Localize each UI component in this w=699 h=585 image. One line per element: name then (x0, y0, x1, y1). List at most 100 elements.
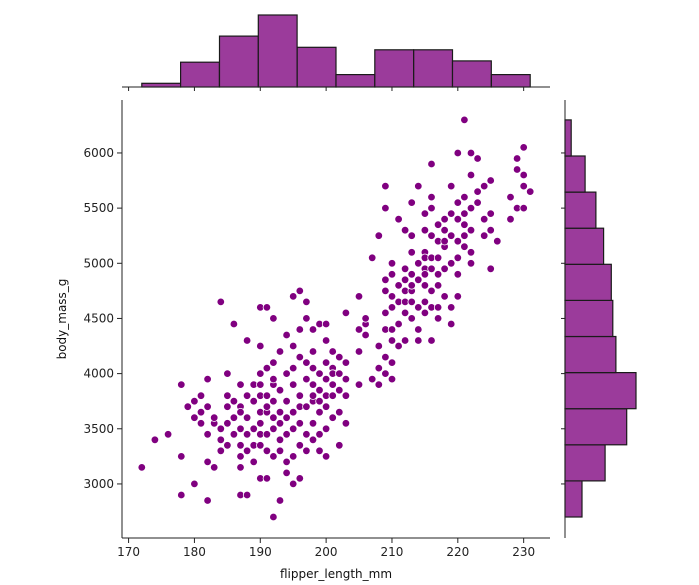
scatter-point (223, 402, 232, 411)
scatter-point (308, 380, 318, 389)
y-histogram-bar (564, 299, 614, 338)
scatter-point (295, 391, 304, 400)
scatter-point (242, 391, 252, 400)
scatter-point (361, 314, 370, 323)
scatter-point (460, 115, 469, 125)
marginal-x-histogram (122, 14, 550, 91)
scatter-point (302, 358, 311, 367)
x-histogram-bar (218, 35, 259, 88)
scatter-point (289, 380, 298, 389)
scatter-point (302, 402, 311, 411)
scatter-point (394, 341, 403, 351)
scatter-point (256, 341, 265, 351)
y-tick-label: 5500 (83, 201, 114, 215)
scatter-point (433, 220, 443, 229)
scatter-point (480, 231, 489, 240)
scatter-point (289, 452, 298, 461)
y-tick-label: 6000 (83, 146, 114, 160)
x-histogram-bars (141, 14, 531, 88)
joint-axes: 170 180 190 200 210 220 230 3000 3500 4000 4500 50… (55, 100, 550, 581)
scatter-point (427, 159, 436, 169)
y-histogram-bar (564, 408, 628, 446)
scatter-point (183, 402, 192, 411)
scatter-point (480, 214, 489, 224)
scatter-point (361, 330, 370, 340)
scatter-point (473, 198, 482, 207)
scatter-point (473, 187, 482, 196)
y-histogram-bar (564, 191, 597, 229)
scatter-point (196, 419, 206, 428)
scatter-point (315, 386, 324, 395)
scatter-point (289, 408, 298, 417)
scatter-point (203, 430, 212, 439)
scatter-point (216, 446, 225, 455)
scatter-point (282, 468, 291, 478)
scatter-point (295, 441, 304, 450)
scatter-point (387, 336, 397, 345)
scatter-point (407, 314, 416, 323)
scatter-point (519, 143, 528, 152)
scatter-point (256, 419, 265, 428)
scatter-point (420, 297, 430, 307)
scatter-point (420, 225, 430, 235)
scatter-point (302, 430, 311, 439)
scatter-point (427, 286, 436, 296)
scatter-point (447, 259, 456, 268)
scatter-point (223, 369, 232, 378)
scatter-point (453, 253, 462, 262)
scatter-point (387, 374, 397, 384)
scatter-point (387, 303, 397, 312)
scatter-point (381, 275, 390, 284)
x-axis-ticks: 170 180 190 200 210 220 230 (117, 538, 535, 559)
scatter-point (308, 435, 318, 444)
scatter-point (407, 270, 416, 279)
scatter-point (269, 413, 278, 422)
y-histogram-bar (564, 372, 637, 410)
scatter-point (486, 264, 495, 273)
y-tick-label: 3000 (83, 477, 114, 491)
scatter-point (236, 380, 245, 389)
scatter-point (420, 281, 430, 290)
scatter-point (493, 236, 502, 246)
scatter-point (177, 380, 186, 389)
scatter-point (374, 341, 383, 351)
scatter-point (453, 270, 462, 279)
scatter-point (236, 408, 245, 417)
x-histogram-bar (180, 61, 221, 88)
x-tick-label: 200 (315, 545, 338, 559)
scatter-point (236, 452, 245, 461)
scatter-point (466, 148, 476, 158)
scatter-point (242, 336, 252, 345)
y-axis-label: body_mass_g (55, 279, 69, 360)
scatter-point (315, 369, 324, 378)
scatter-point (341, 419, 351, 428)
scatter-point (414, 259, 423, 268)
scatter-point (282, 457, 291, 467)
scatter-point (315, 446, 324, 455)
scatter-point (512, 154, 522, 163)
y-histogram-bar (564, 119, 572, 157)
scatter-point (308, 419, 318, 428)
scatter-point (387, 358, 397, 367)
scatter-point (196, 408, 206, 417)
scatter-point (190, 479, 199, 489)
scatter-point (262, 446, 272, 455)
scatter-point (447, 303, 456, 312)
scatter-point (275, 419, 285, 428)
scatter-point (269, 424, 278, 433)
x-histogram-bar (335, 73, 376, 88)
scatter-point (433, 303, 443, 312)
scatter-point (453, 236, 462, 246)
scatter-point (341, 391, 351, 400)
scatter-point (236, 424, 245, 433)
x-tick-label: 190 (249, 545, 272, 559)
scatter-point (275, 408, 285, 417)
scatter-point (453, 198, 462, 207)
scatter-point (506, 192, 515, 202)
scatter-point (262, 474, 272, 483)
y-histogram-bar (564, 227, 605, 265)
scatter-point (433, 281, 443, 290)
scatter-point (249, 397, 258, 406)
scatter-point (519, 181, 528, 191)
scatter-point (177, 452, 186, 461)
